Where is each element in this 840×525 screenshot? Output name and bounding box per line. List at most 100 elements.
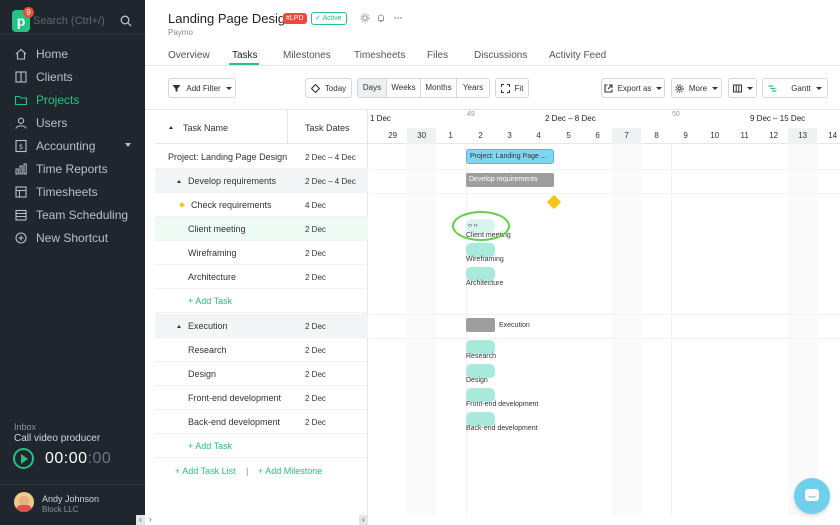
- notification-badge[interactable]: 9: [23, 7, 34, 18]
- inbox-task[interactable]: Call video producer: [14, 433, 101, 444]
- highlight-circle: [452, 211, 510, 241]
- today-button[interactable]: Today: [305, 78, 352, 98]
- gantt-bar-project[interactable]: Project: Landing Page ...: [466, 149, 554, 164]
- table-row[interactable]: Back-end development 2 Dec: [155, 410, 368, 434]
- gantt-chart[interactable]: 1 Dec 49 2 Dec – 8 Dec 50 9 Dec – 15 Dec…: [369, 110, 840, 515]
- gantt-bar-research[interactable]: [466, 340, 495, 354]
- avatar[interactable]: [14, 492, 34, 512]
- sidebar-item-label: Projects: [36, 92, 80, 107]
- search-input[interactable]: [33, 13, 118, 29]
- tab-activity-feed[interactable]: Activity Feed: [549, 50, 607, 61]
- gantt-label: Research: [466, 353, 496, 360]
- add-filter-button[interactable]: Add Filter: [168, 78, 236, 98]
- collapse-icon[interactable]: [177, 325, 181, 328]
- add-task-button[interactable]: + Add Task: [188, 296, 233, 306]
- sidebar-item-label: Time Reports: [36, 161, 108, 176]
- sidebar-item-timesheets[interactable]: Timesheets: [0, 180, 145, 203]
- app-logo[interactable]: p 9: [12, 7, 34, 32]
- client-name[interactable]: Paymo: [168, 28, 193, 37]
- add-milestone-button[interactable]: + Add Milestone: [258, 466, 323, 476]
- tab-tasks[interactable]: Tasks: [232, 50, 258, 61]
- sidebar-item-users[interactable]: Users: [0, 111, 145, 134]
- table-row-tasklist[interactable]: Execution 2 Dec: [155, 314, 368, 338]
- calendar-icon: [15, 209, 27, 221]
- gantt-bar-execution[interactable]: [466, 318, 495, 332]
- day-label: 9: [683, 131, 688, 140]
- gantt-bar-architecture[interactable]: [466, 267, 495, 281]
- task-dates: 4 Dec: [305, 201, 326, 210]
- collapse-task-list-button[interactable]: ‹: [359, 515, 368, 525]
- collapse-all-icon[interactable]: [169, 126, 173, 129]
- main-nav: Home Clients Projects Users $ Accounting…: [0, 42, 145, 249]
- user-name[interactable]: Andy Johnson: [42, 494, 100, 504]
- tab-discussions[interactable]: Discussions: [474, 50, 528, 61]
- sidebar-divider: [0, 34, 145, 35]
- active-tab-indicator: [229, 63, 259, 65]
- more-options-icon[interactable]: [393, 13, 403, 23]
- scale-years-button[interactable]: Years: [462, 83, 484, 92]
- scale-weeks-button[interactable]: Weeks: [387, 79, 421, 97]
- search-icon[interactable]: [120, 15, 132, 27]
- gantt-milestone-check-requirements[interactable]: [546, 194, 562, 210]
- sidebar-item-clients[interactable]: Clients: [0, 65, 145, 88]
- add-task-button[interactable]: + Add Task: [188, 441, 233, 451]
- tab-timesheets[interactable]: Timesheets: [354, 50, 406, 61]
- task-name: Architecture: [188, 272, 237, 282]
- clients-icon: [15, 70, 27, 83]
- day-label-weekend: 7: [612, 128, 642, 144]
- columns-button[interactable]: [728, 78, 757, 98]
- more-button[interactable]: More: [671, 78, 722, 98]
- table-row-milestone[interactable]: Check requirements 4 Dec: [155, 193, 368, 217]
- table-row[interactable]: Client meeting 2 Dec: [155, 217, 368, 241]
- tab-milestones[interactable]: Milestones: [283, 50, 331, 61]
- fit-button[interactable]: Fit: [495, 78, 529, 98]
- collapse-icon[interactable]: [177, 180, 181, 183]
- table-row-add-task: + Add Task: [155, 434, 368, 458]
- column-task-name[interactable]: Task Name: [183, 123, 229, 133]
- task-name: Wireframing: [188, 248, 237, 258]
- sidebar-item-accounting[interactable]: $ Accounting: [0, 134, 145, 157]
- sidebar-item-label: Clients: [36, 69, 73, 84]
- gantt-bar-frontend[interactable]: [466, 388, 495, 402]
- scale-months-button[interactable]: Months: [421, 79, 457, 97]
- table-row-tasklist[interactable]: Develop requirements 2 Dec – 4 Dec: [155, 169, 368, 193]
- sidebar-item-projects[interactable]: Projects: [0, 88, 145, 111]
- scale-days-button[interactable]: Days: [358, 79, 387, 97]
- sidebar-item-home[interactable]: Home: [0, 42, 145, 65]
- table-row-project[interactable]: Project: Landing Page Design 2 Dec – 4 D…: [155, 145, 368, 169]
- tab-files[interactable]: Files: [427, 50, 449, 61]
- table-row[interactable]: Front-end development 2 Dec: [155, 386, 368, 410]
- export-button[interactable]: Export as: [601, 78, 665, 98]
- status-badge[interactable]: ✓ Active: [311, 12, 347, 25]
- task-list-panel: Task Name Task Dates Project: Landing Pa…: [155, 110, 368, 515]
- sidebar-item-label: Team Scheduling: [36, 207, 129, 222]
- gear-icon[interactable]: [360, 13, 370, 23]
- table-row[interactable]: Wireframing 2 Dec: [155, 241, 368, 265]
- gantt-bar-develop-requirements[interactable]: Develop requirements: [466, 173, 554, 187]
- table-row[interactable]: Research 2 Dec: [155, 338, 368, 362]
- expand-panel-button[interactable]: ›: [149, 515, 152, 524]
- gantt-bar-wireframing[interactable]: [466, 243, 495, 257]
- sidebar-item-time-reports[interactable]: Time Reports: [0, 157, 145, 180]
- sidebar-item-label: Users: [36, 115, 68, 130]
- day-label: 12: [769, 131, 779, 140]
- gantt-bar-backend[interactable]: [466, 412, 495, 426]
- task-name: Front-end development: [188, 393, 282, 403]
- view-switcher-button[interactable]: Gantt: [762, 78, 828, 98]
- tab-overview[interactable]: Overview: [168, 50, 210, 61]
- bell-icon[interactable]: [376, 13, 386, 23]
- table-row[interactable]: Architecture 2 Dec: [155, 265, 368, 289]
- sidebar-item-new-shortcut[interactable]: New Shortcut: [0, 226, 145, 249]
- gantt-row-line: [369, 314, 840, 315]
- gantt-label: Front-end development: [466, 401, 539, 408]
- gantt-bar-design[interactable]: [466, 364, 495, 378]
- add-task-list-button[interactable]: + Add Task List: [175, 466, 236, 476]
- timer-start-button[interactable]: [13, 448, 34, 469]
- column-task-dates[interactable]: Task Dates: [305, 123, 350, 133]
- chat-support-button[interactable]: [794, 478, 830, 514]
- sidebar-item-team-scheduling[interactable]: Team Scheduling: [0, 203, 145, 226]
- collapse-sidebar-button[interactable]: ‹: [136, 515, 145, 525]
- table-row[interactable]: Design 2 Dec: [155, 362, 368, 386]
- chevron-down-icon: [656, 86, 663, 90]
- day-label: 10: [710, 131, 720, 140]
